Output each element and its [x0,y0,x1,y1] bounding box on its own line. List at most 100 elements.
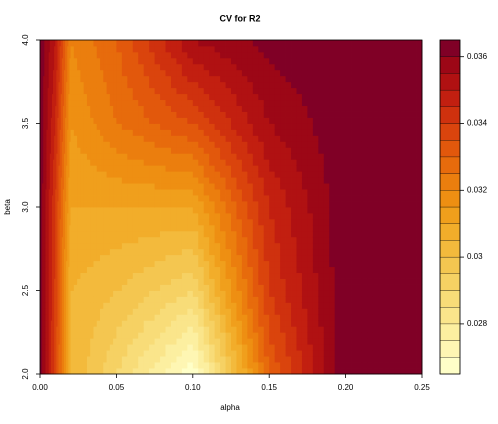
contour-fill [165,290,172,297]
contour-fill [113,296,117,303]
contour-fill [372,350,379,357]
contour-fill [41,51,43,59]
contour-fill [329,344,336,351]
contour-fill [160,224,166,232]
contour-fill [154,278,161,285]
contour-fill [252,338,259,345]
contour-fill [411,314,417,321]
contour-fill [56,266,58,274]
contour-fill [73,254,78,262]
contour-fill [209,57,216,65]
contour-fill [361,171,368,178]
contour-fill [329,177,336,184]
contour-fill [405,141,412,148]
contour-fill [50,105,53,112]
contour-fill [301,189,308,196]
contour-fill [46,302,49,309]
contour-fill [269,344,276,351]
contour-fill [62,40,65,47]
contour-fill [49,236,52,244]
contour-fill [49,278,52,285]
contour-fill [113,224,117,232]
contour-fill [68,284,70,291]
contour-fill [67,332,69,339]
contour-fill [143,302,150,309]
contour-fill [59,350,62,357]
contour-fill [225,129,232,136]
contour-fill [65,344,67,351]
contour-fill [154,99,161,107]
contour-fill [214,141,221,148]
contour-fill [225,314,232,321]
contour-fill [54,278,56,285]
contour-fill [361,320,368,327]
contour-fill [231,368,237,375]
contour-fill [291,123,297,130]
contour-fill [42,165,44,172]
contour-fill [45,81,47,89]
contour-fill [59,284,62,291]
contour-fill [67,105,69,112]
contour-fill [93,177,98,184]
contour-fill [160,212,166,220]
contour-fill [90,218,94,226]
contour-fill [411,248,417,256]
contour-fill [356,123,363,130]
contour-fill [90,40,94,47]
contour-fill [329,195,336,202]
contour-fill [121,201,128,208]
contour-fill [69,51,71,59]
contour-fill [93,45,98,53]
contour-fill [127,183,134,190]
contour-fill [220,350,226,357]
contour-fill [389,320,396,327]
contour-fill [394,147,401,154]
contour-fill [83,320,88,327]
contour-fill [57,230,59,238]
contour-fill [143,129,150,136]
contour-fill [367,266,374,274]
contour-fill [48,141,51,148]
contour-cell [55,207,71,291]
contour-fill [68,87,70,95]
contour-fill [53,201,55,208]
contour-fill [323,218,330,226]
contour-fill [198,177,205,184]
contour-fill [176,272,183,279]
contour-fill [83,296,88,303]
contour-fill [351,290,357,297]
contour-fill [127,207,134,214]
contour-fill [116,123,123,130]
contour-fill [411,171,417,178]
contour-fill [41,320,43,327]
contour-fill [83,224,88,232]
contour-fill [68,290,70,297]
contour-fill [269,159,276,166]
contour-fill [176,195,183,202]
contour-fill [116,69,123,77]
contour-fill [361,302,368,309]
contour-fill [103,290,107,297]
contour-fill [345,159,352,166]
contour-fill [77,254,81,262]
contour-fill [65,93,67,101]
contour-fill [231,254,237,262]
contour-fill [187,302,194,309]
contour-fill [329,242,336,250]
contour-fill [66,111,68,118]
contour-fill [109,195,114,202]
contour-fill [48,356,51,363]
contour-fill [143,123,150,130]
contour-fill [55,153,57,160]
contour-fill [220,356,226,363]
contour-fill [345,272,352,279]
contour-fill [57,135,59,142]
contour-fill [154,147,161,154]
contour-fill [96,362,101,369]
contour-fill [203,177,210,184]
contour-fill [106,135,111,142]
contour-fill [100,153,104,160]
contour-fill [312,266,319,274]
contour-fill [301,362,308,369]
contour-fill [132,302,139,309]
